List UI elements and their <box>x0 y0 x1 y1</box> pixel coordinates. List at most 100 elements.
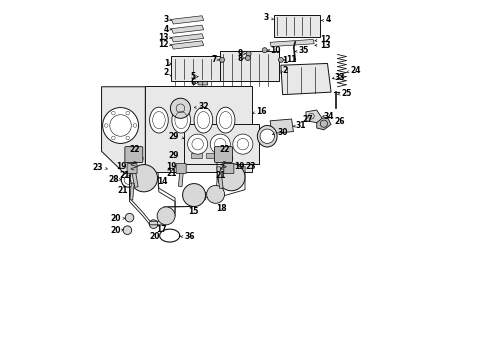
Text: 19: 19 <box>234 162 245 171</box>
Text: 12: 12 <box>158 40 169 49</box>
Text: 21: 21 <box>167 170 177 179</box>
Polygon shape <box>172 16 204 24</box>
Circle shape <box>233 134 253 154</box>
Circle shape <box>262 48 267 53</box>
Text: 3: 3 <box>164 15 169 24</box>
Text: 11: 11 <box>286 55 297 64</box>
Text: 19: 19 <box>167 162 177 171</box>
Text: 2: 2 <box>164 68 169 77</box>
Text: 13: 13 <box>320 41 331 50</box>
Text: 26: 26 <box>335 117 345 126</box>
Polygon shape <box>184 125 259 164</box>
Text: 1: 1 <box>164 59 169 68</box>
Text: 29: 29 <box>168 151 179 160</box>
Text: 3: 3 <box>263 13 269 22</box>
Text: 27: 27 <box>302 115 313 124</box>
Ellipse shape <box>194 107 213 133</box>
Polygon shape <box>172 56 220 81</box>
Text: 22: 22 <box>219 145 229 154</box>
Circle shape <box>183 184 205 207</box>
Text: 7: 7 <box>211 55 217 64</box>
Text: 21: 21 <box>216 171 226 180</box>
Text: 20: 20 <box>111 226 122 235</box>
FancyBboxPatch shape <box>127 163 137 174</box>
Polygon shape <box>205 153 216 158</box>
FancyBboxPatch shape <box>217 167 223 188</box>
Text: 21: 21 <box>119 171 129 180</box>
FancyBboxPatch shape <box>178 165 184 186</box>
Ellipse shape <box>149 107 168 133</box>
FancyBboxPatch shape <box>176 163 186 174</box>
Text: 13: 13 <box>158 33 169 42</box>
Circle shape <box>278 57 283 62</box>
Ellipse shape <box>172 107 191 133</box>
Circle shape <box>171 98 191 118</box>
Circle shape <box>157 207 175 225</box>
Text: 20: 20 <box>111 214 122 223</box>
Text: 20: 20 <box>149 232 160 241</box>
Text: 25: 25 <box>341 89 351 98</box>
Text: 8: 8 <box>237 54 243 63</box>
Polygon shape <box>220 51 279 81</box>
Text: 36: 36 <box>184 232 195 241</box>
Text: 15: 15 <box>188 207 198 216</box>
Polygon shape <box>172 34 204 42</box>
FancyBboxPatch shape <box>130 183 134 200</box>
Polygon shape <box>270 40 314 46</box>
Text: 30: 30 <box>277 128 288 137</box>
Polygon shape <box>101 87 146 172</box>
Circle shape <box>218 163 245 191</box>
Polygon shape <box>172 25 204 33</box>
Text: 9: 9 <box>238 49 243 58</box>
Polygon shape <box>172 41 204 49</box>
Text: 6: 6 <box>191 78 196 87</box>
FancyBboxPatch shape <box>125 147 143 162</box>
Text: 10: 10 <box>270 46 281 55</box>
Circle shape <box>260 129 274 143</box>
Text: 22: 22 <box>129 145 140 154</box>
Circle shape <box>207 185 224 203</box>
Polygon shape <box>145 86 252 172</box>
Circle shape <box>102 108 139 143</box>
Text: 21: 21 <box>117 186 127 195</box>
FancyBboxPatch shape <box>198 74 208 79</box>
Text: 4: 4 <box>326 15 331 24</box>
Polygon shape <box>306 110 322 123</box>
FancyBboxPatch shape <box>224 163 234 174</box>
Text: 2: 2 <box>283 66 288 75</box>
Text: 29: 29 <box>168 132 179 141</box>
Circle shape <box>188 134 208 154</box>
Text: 12: 12 <box>320 35 331 44</box>
Polygon shape <box>274 15 320 37</box>
Circle shape <box>123 226 132 234</box>
Circle shape <box>125 213 134 222</box>
Text: 33: 33 <box>335 73 345 82</box>
Polygon shape <box>317 117 331 130</box>
Polygon shape <box>281 63 331 95</box>
FancyBboxPatch shape <box>131 166 138 187</box>
Text: 1: 1 <box>283 56 288 65</box>
Ellipse shape <box>216 107 235 133</box>
Text: 18: 18 <box>217 204 227 213</box>
Text: 16: 16 <box>256 107 266 116</box>
Text: 31: 31 <box>296 121 306 130</box>
Text: 23: 23 <box>93 163 103 172</box>
FancyBboxPatch shape <box>198 80 208 85</box>
Text: 34: 34 <box>324 112 334 121</box>
Text: 19: 19 <box>116 162 126 171</box>
Ellipse shape <box>257 126 277 147</box>
Text: 24: 24 <box>351 66 361 75</box>
Circle shape <box>246 51 251 56</box>
Circle shape <box>220 57 224 62</box>
Text: 17: 17 <box>156 225 167 234</box>
Text: 23: 23 <box>245 162 255 171</box>
Circle shape <box>149 220 158 228</box>
Circle shape <box>245 55 250 60</box>
Polygon shape <box>191 153 202 158</box>
Polygon shape <box>220 153 231 158</box>
Text: 4: 4 <box>164 24 169 33</box>
Text: 35: 35 <box>299 46 309 55</box>
Text: 32: 32 <box>198 102 209 111</box>
Polygon shape <box>270 119 294 134</box>
Text: 5: 5 <box>191 72 196 81</box>
